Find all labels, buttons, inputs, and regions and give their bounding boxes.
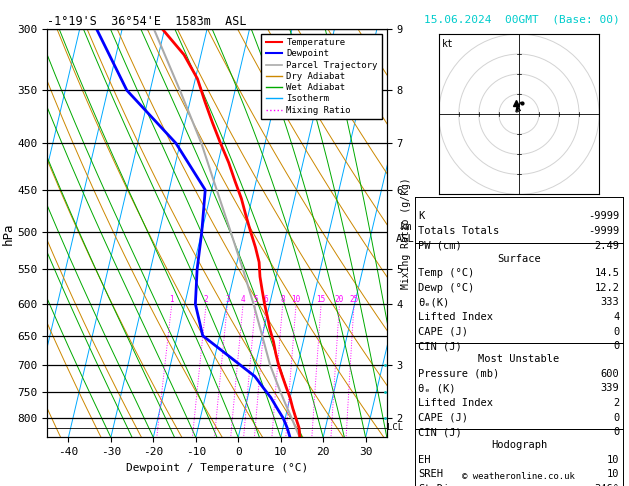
Text: SREH: SREH: [418, 469, 443, 480]
Text: 0: 0: [613, 413, 620, 423]
Text: 0: 0: [613, 341, 620, 351]
Text: θₑ(K): θₑ(K): [418, 297, 450, 308]
Text: Lifted Index: Lifted Index: [418, 312, 493, 322]
Text: © weatheronline.co.uk: © weatheronline.co.uk: [462, 472, 576, 481]
Text: 333: 333: [601, 297, 620, 308]
Text: 10: 10: [291, 295, 301, 304]
Text: Most Unstable: Most Unstable: [478, 354, 560, 364]
Text: Dewp (°C): Dewp (°C): [418, 283, 474, 293]
Y-axis label: hPa: hPa: [1, 222, 14, 244]
Text: 2: 2: [613, 398, 620, 408]
Text: 15.06.2024  00GMT  (Base: 00): 15.06.2024 00GMT (Base: 00): [424, 15, 620, 25]
Text: CAPE (J): CAPE (J): [418, 413, 468, 423]
Text: PW (cm): PW (cm): [418, 241, 462, 251]
Text: 346°: 346°: [594, 484, 620, 486]
Legend: Temperature, Dewpoint, Parcel Trajectory, Dry Adiabat, Wet Adiabat, Isotherm, Mi: Temperature, Dewpoint, Parcel Trajectory…: [261, 34, 382, 119]
Text: CAPE (J): CAPE (J): [418, 327, 468, 337]
Text: LCL: LCL: [387, 423, 403, 433]
Text: 3: 3: [225, 295, 230, 304]
Text: 6: 6: [264, 295, 268, 304]
Text: Surface: Surface: [497, 254, 541, 264]
Text: 15: 15: [316, 295, 326, 304]
Text: 0: 0: [613, 327, 620, 337]
Text: 10: 10: [607, 469, 620, 480]
Y-axis label: km
ASL: km ASL: [396, 223, 415, 244]
Text: Lifted Index: Lifted Index: [418, 398, 493, 408]
Text: Totals Totals: Totals Totals: [418, 226, 499, 236]
Text: 4: 4: [613, 312, 620, 322]
Text: EH: EH: [418, 455, 431, 465]
Text: -1°19'S  36°54'E  1583m  ASL: -1°19'S 36°54'E 1583m ASL: [47, 15, 247, 28]
Text: 14.5: 14.5: [594, 268, 620, 278]
X-axis label: Dewpoint / Temperature (°C): Dewpoint / Temperature (°C): [126, 463, 308, 473]
Text: Pressure (mb): Pressure (mb): [418, 369, 499, 379]
Text: 2: 2: [204, 295, 208, 304]
Text: K: K: [418, 211, 425, 222]
Text: 25: 25: [349, 295, 359, 304]
Text: -9999: -9999: [588, 226, 620, 236]
Text: Temp (°C): Temp (°C): [418, 268, 474, 278]
Text: 20: 20: [335, 295, 344, 304]
Text: θₑ (K): θₑ (K): [418, 383, 456, 394]
Text: 10: 10: [607, 455, 620, 465]
Text: 0: 0: [613, 427, 620, 437]
Text: 12.2: 12.2: [594, 283, 620, 293]
Text: 339: 339: [601, 383, 620, 394]
Text: Hodograph: Hodograph: [491, 440, 547, 451]
Text: 4: 4: [241, 295, 245, 304]
Text: 2.49: 2.49: [594, 241, 620, 251]
Text: -9999: -9999: [588, 211, 620, 222]
Text: kt: kt: [442, 39, 454, 49]
Text: 1: 1: [169, 295, 174, 304]
Text: StmDir: StmDir: [418, 484, 456, 486]
Text: Mixing Ratio (g/kg): Mixing Ratio (g/kg): [401, 177, 411, 289]
Text: 600: 600: [601, 369, 620, 379]
Text: 5: 5: [253, 295, 258, 304]
Text: CIN (J): CIN (J): [418, 427, 462, 437]
Text: CIN (J): CIN (J): [418, 341, 462, 351]
Text: 8: 8: [281, 295, 285, 304]
